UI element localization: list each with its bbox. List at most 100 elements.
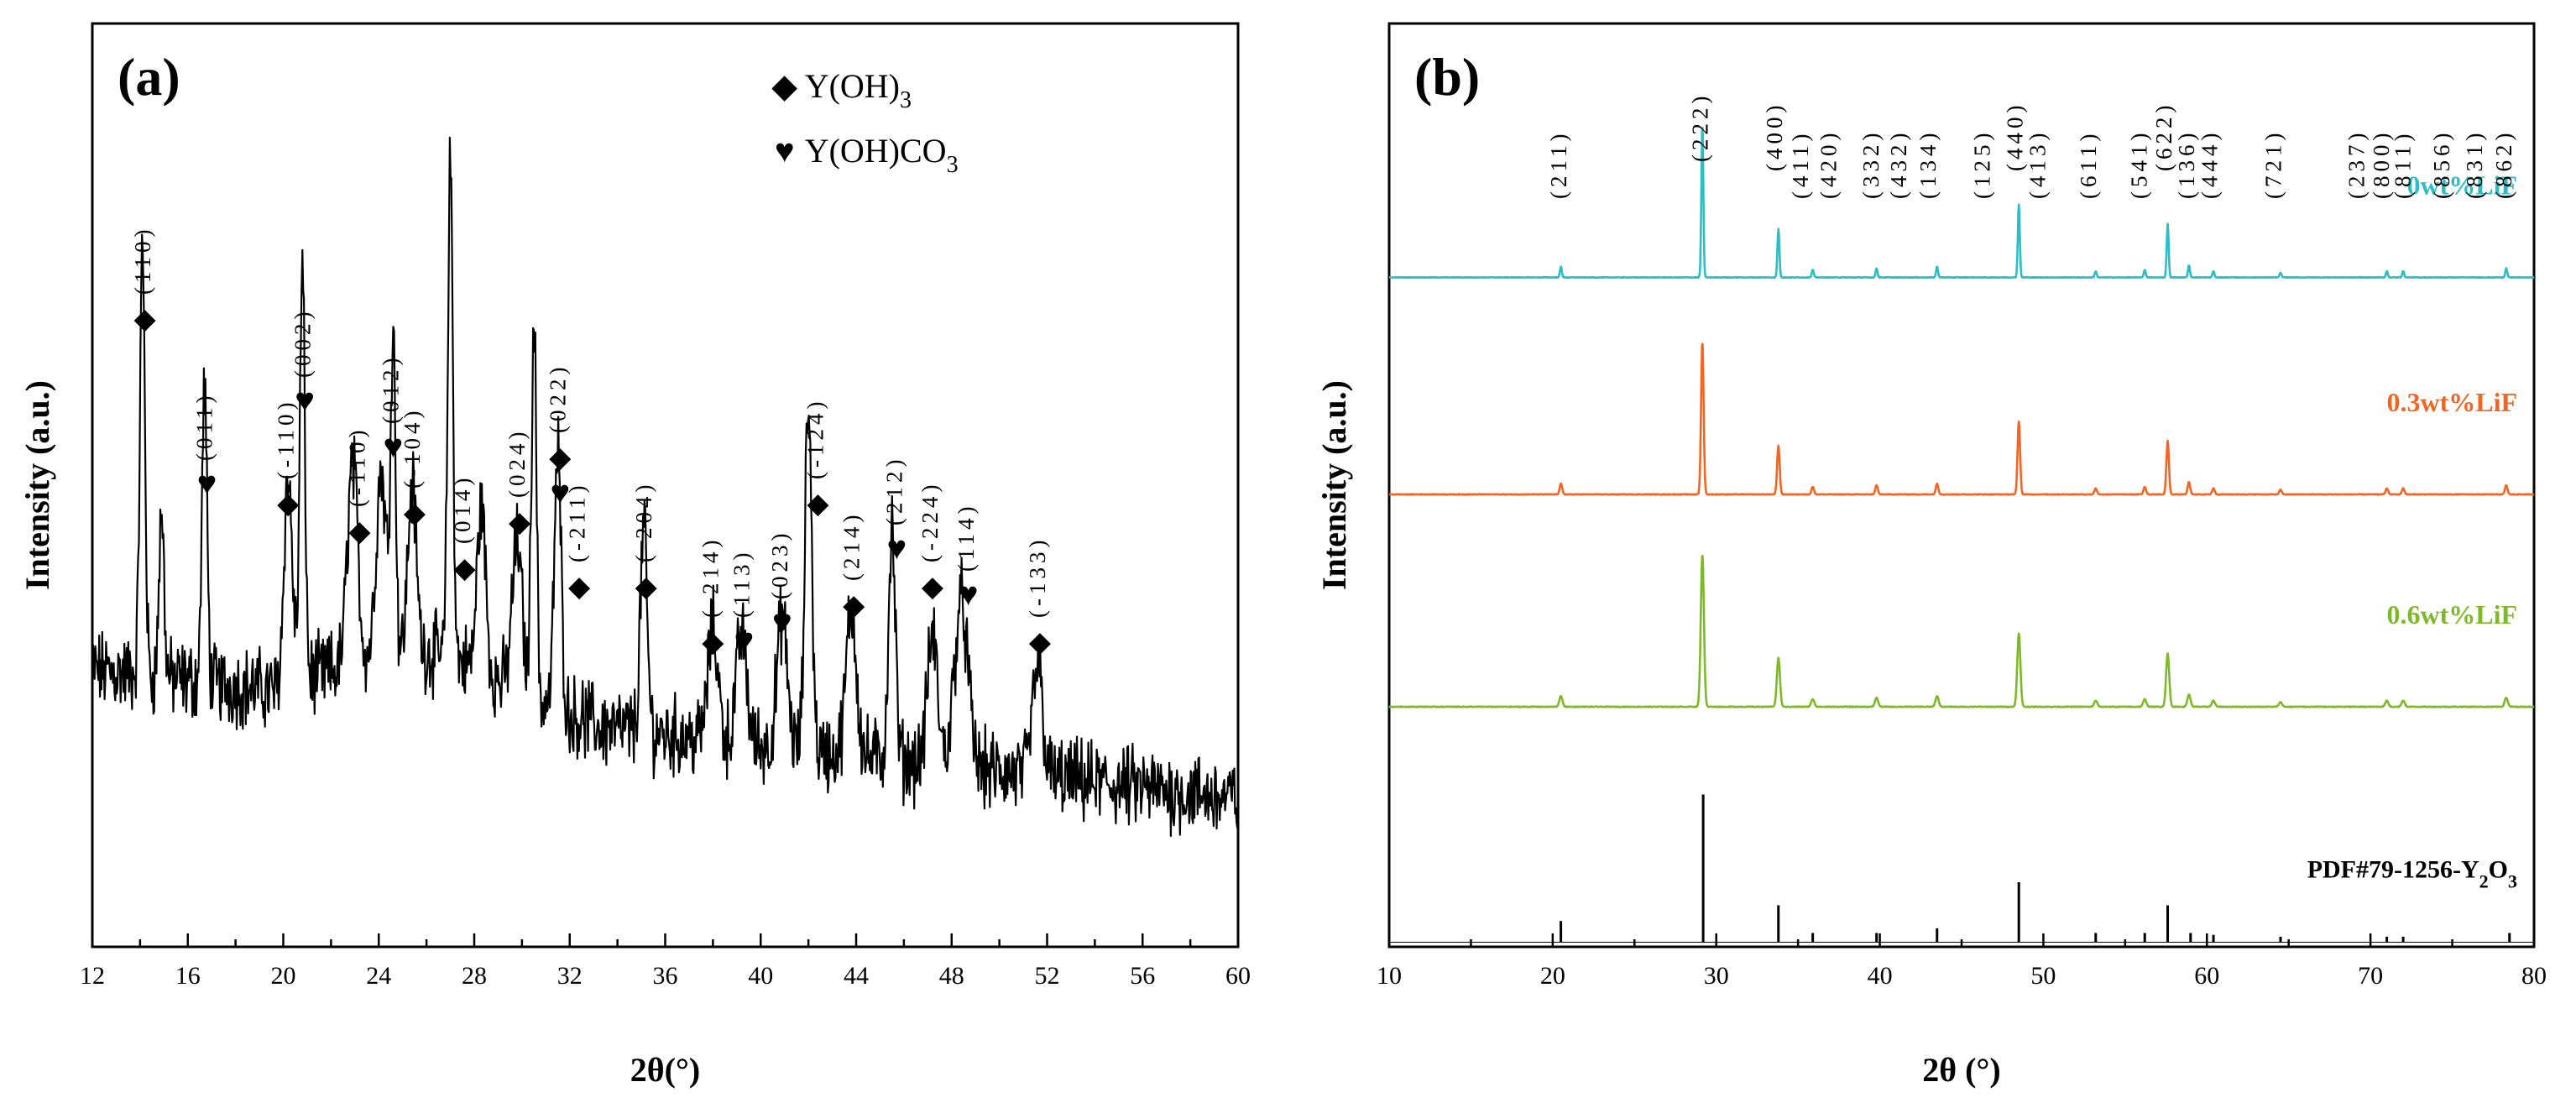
hkl-label: (237) — [2344, 129, 2370, 199]
legend-label-main: Y(OH) — [805, 67, 900, 105]
diamond-marker: ◆ — [277, 489, 300, 520]
x-tick-label: 20 — [1540, 962, 1565, 990]
heart-marker: ♥ — [197, 464, 217, 502]
peak-annotation: ♥ — [551, 473, 571, 511]
diamond-marker: ◆ — [454, 553, 477, 584]
x-axis-label: 2θ(°) — [630, 1051, 701, 1089]
x-tick-label: 40 — [1868, 962, 1893, 990]
diamond-marker: ◆ — [404, 498, 426, 529]
diamond-marker: ◆ — [702, 627, 724, 658]
x-tick-label: 40 — [748, 962, 773, 990]
x-tick-label: 28 — [462, 962, 487, 990]
reference-label-text: PDF#79-1256-Y — [2307, 856, 2479, 884]
peak-annotation: ◆ (-110) — [345, 426, 372, 547]
diamond-marker: ◆ — [843, 590, 865, 621]
series-label: 0.3wt%LiF — [2386, 387, 2517, 417]
peak-annotation: ♥ (011) — [192, 392, 217, 502]
hkl-label: (024) — [504, 428, 530, 498]
hkl-label: (134) — [1915, 129, 1941, 199]
x-tick-label: 70 — [2358, 962, 2383, 990]
hkl-label: (023) — [767, 530, 792, 599]
peak-annotation: ◆ (-204) — [631, 481, 658, 603]
hkl-label: (-133) — [1025, 536, 1050, 618]
heart-marker: ♥ — [551, 473, 571, 511]
peak-annotation: ♥ (113) — [729, 549, 755, 659]
reference-label: PDF#79-1256-Y2O3 — [2307, 856, 2517, 892]
hkl-label: (721) — [2260, 129, 2286, 199]
x-tick-label: 12 — [80, 962, 105, 990]
x-tick-label: 16 — [175, 962, 201, 990]
hkl-label: (110) — [130, 226, 155, 295]
x-tick-label: 20 — [271, 962, 296, 990]
x-tick-label: 80 — [2521, 962, 2547, 990]
reference-label-text: O — [2489, 856, 2508, 884]
xrd-trace-series — [1388, 127, 2535, 280]
hkl-label: (-214) — [698, 536, 724, 618]
x-tick-label: 60 — [1225, 962, 1251, 990]
peak-annotation: ◆ (014) — [450, 474, 477, 584]
hkl-label: (-110) — [273, 399, 298, 479]
hkl-label: (411) — [1788, 130, 1813, 199]
hkl-label: (444) — [2197, 129, 2222, 199]
xrd-trace-series — [1388, 554, 2535, 708]
hkl-label: (800) — [2369, 129, 2394, 199]
plot-frame — [91, 22, 1240, 949]
peak-annotation: ◆ (-104) — [400, 407, 426, 529]
xrd-trace-a — [91, 136, 1240, 838]
peak-annotation: ◆ (110) — [130, 226, 157, 335]
hkl-label: (211) — [1546, 130, 1571, 199]
peak-annotation: ◆ (-110) — [273, 399, 300, 520]
hkl-label: (-224) — [917, 481, 943, 562]
hkl-label: (125) — [1969, 129, 1994, 199]
hkl-label: (862) — [2491, 129, 2516, 199]
heart-marker: ♥ — [886, 529, 907, 567]
x-tick-label: 50 — [2030, 962, 2056, 990]
y-axis-label: Intensity (a.u.) — [18, 380, 56, 590]
hkl-label: (622) — [2151, 102, 2176, 171]
hkl-label: (222) — [1687, 92, 1712, 162]
panel-a: 12 16 20 24 28 32 36 40 44 48 52 56 60 2θ(°) Intensity… — [18, 22, 1251, 1089]
y-axis-label: Intensity (a.u.) — [1315, 380, 1353, 590]
panel-label: (a) — [118, 47, 180, 107]
peak-annotation: ◆ (214) — [839, 511, 865, 621]
diamond-marker: ◆ — [1029, 627, 1052, 658]
hkl-label: (-104) — [400, 407, 425, 489]
diamond-marker: ◆ — [807, 489, 829, 520]
diamond-marker: ◆ — [509, 507, 531, 538]
reference-label-subscript: 2 — [2479, 871, 2489, 892]
series-label: 0.6wt%LiF — [2386, 599, 2517, 630]
hkl-label: (012) — [379, 354, 404, 424]
hkl-label: (011) — [192, 392, 217, 461]
peak-annotation: ♥ (114) — [954, 503, 979, 613]
peak-annotation: ◆ (-124) — [803, 398, 830, 520]
hkl-label: (-211) — [564, 482, 589, 562]
diamond-marker: ◆ — [133, 304, 156, 335]
x-tick-label: 36 — [653, 962, 678, 990]
x-tick-label: 30 — [1704, 962, 1729, 990]
hkl-label: (541) — [2127, 129, 2152, 199]
legend-label-subscript: 3 — [900, 87, 912, 113]
panel-b: 10 20 30 40 50 60 70 80 2θ (°) Intensity (a.u.) (b… — [1315, 22, 2547, 1089]
legend-label-main: Y(OH)CO — [805, 132, 947, 170]
hkl-label: (214) — [839, 511, 864, 581]
x-tick-label: 60 — [2194, 962, 2219, 990]
diamond-marker: ◆ — [348, 516, 371, 547]
legend-heart-marker: ♥ — [775, 132, 795, 170]
series-label: 0wt%LiF — [2406, 170, 2517, 201]
legend-label: Y(OH)CO3 — [805, 132, 959, 178]
peak-annotation: ◆ (-224) — [917, 481, 944, 603]
hkl-label: (432) — [1886, 129, 1911, 199]
x-tick-label: 56 — [1130, 962, 1155, 990]
hkl-label: (420) — [1816, 129, 1841, 199]
hkl-label: (113) — [729, 549, 755, 618]
heart-marker: ♥ — [959, 575, 979, 613]
diamond-marker: ◆ — [549, 442, 572, 473]
hkl-label: (136) — [2174, 129, 2199, 199]
peak-annotation: ◆ (-214) — [698, 536, 725, 658]
hkl-label: (413) — [2025, 129, 2051, 199]
hkl-label: (022) — [546, 363, 571, 433]
peak-annotation: ♥ (212) — [882, 456, 907, 567]
peak-annotation: ♥ (012) — [379, 354, 404, 465]
peak-annotation: ♥ (002) — [290, 308, 315, 419]
